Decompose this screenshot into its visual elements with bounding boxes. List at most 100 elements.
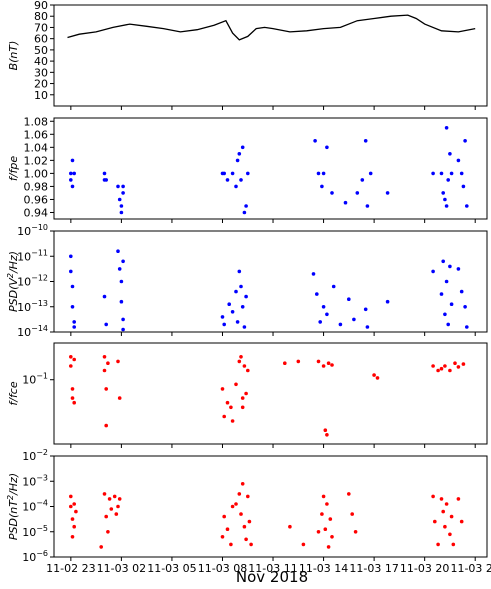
panel-5-point-24 <box>239 512 243 516</box>
panel-2-point-32 <box>343 200 348 205</box>
panel-3-ytick-label-3: 10−11 <box>17 248 48 263</box>
panel-5-point-53 <box>451 542 456 547</box>
panel-2-point-39 <box>431 171 435 176</box>
panel-5-point-47 <box>439 497 444 501</box>
panel-2-point-29 <box>321 171 326 176</box>
panel-3-point-47 <box>459 289 464 294</box>
panel-3-point-15 <box>220 315 225 319</box>
panel-5-point-11 <box>107 497 112 501</box>
panel-4-point-7 <box>102 368 107 373</box>
panel-5-point-40 <box>330 535 334 539</box>
panel-5-point-12 <box>109 507 114 511</box>
panel-3-point-11 <box>119 299 124 304</box>
panel-5-point-13 <box>112 494 117 499</box>
panel-2-ytick-label-4: 1.02 <box>24 154 49 167</box>
panel-3-point-30 <box>325 312 329 317</box>
panel-3-point-34 <box>352 317 356 322</box>
panel-2-point-22 <box>240 145 245 150</box>
panel-4-point-35 <box>375 376 380 380</box>
panel-3-point-19 <box>234 289 238 294</box>
panel-4-point-8 <box>104 387 108 391</box>
x-tick-label-7: 11-03 20 <box>400 562 449 575</box>
panel-4-point-42 <box>456 365 461 369</box>
panel-3-point-29 <box>321 305 326 309</box>
panel-5-ytick-label-4: 10−2 <box>22 448 48 463</box>
panel-4-point-10 <box>106 361 110 366</box>
panel-3-point-38 <box>431 269 435 274</box>
panel-2-ylabel: f/fpe <box>7 156 20 181</box>
panel-3-point-35 <box>363 307 368 312</box>
panel-3-point-2 <box>70 284 75 289</box>
panel-2-point-24 <box>244 204 248 208</box>
panel-5-point-52 <box>449 514 454 519</box>
panel-2-point-51 <box>463 139 467 143</box>
panel-3-point-4 <box>72 320 76 324</box>
panel-2-point-19 <box>235 158 240 163</box>
panel-3-point-0 <box>69 254 73 259</box>
panel-2-ytick-label-6: 1.06 <box>24 128 49 141</box>
panel-4-point-14 <box>222 414 226 419</box>
panel-4-point-26 <box>283 361 287 366</box>
panel-3-point-26 <box>311 272 316 276</box>
panel-2-point-38 <box>385 191 390 195</box>
panel-5-point-50 <box>444 502 449 506</box>
x-axis: 11-02 23 11-03 02 11-03 05 11-03 08 11-03 11… <box>46 562 491 575</box>
panel-3: 10−14 10−13 10−12 10−11 10−10 PSD(V2/Hz) <box>6 223 488 339</box>
panel-4-point-6 <box>102 355 107 359</box>
panel-1-ytick-label-2: 30 <box>34 66 48 79</box>
panel-2-point-45 <box>446 178 451 182</box>
panel-4-point-13 <box>220 387 225 391</box>
panel-2-point-25 <box>246 171 250 176</box>
panel-3-point-46 <box>456 267 461 271</box>
panel-3-frame <box>53 230 488 333</box>
panel-2-point-27 <box>316 171 321 176</box>
panel-4-point-11 <box>116 359 120 364</box>
panel-1-ytick-label-1: 20 <box>34 78 48 91</box>
series-line-b-field <box>67 14 476 41</box>
panel-4-point-16 <box>229 405 233 410</box>
panel-4-point-0 <box>69 355 73 359</box>
panel-2-point-37 <box>368 171 373 176</box>
panel-5-point-28 <box>246 494 250 499</box>
panel-4-point-5 <box>72 357 76 362</box>
panel-4-point-3 <box>70 396 75 400</box>
panel-4-point-15 <box>225 400 230 405</box>
panel-2-ytick-label-2: 0.98 <box>24 180 49 193</box>
panel-2-point-0 <box>69 171 73 176</box>
panel-4-point-4 <box>72 400 76 405</box>
panel-5-point-49 <box>443 524 447 529</box>
panel-2-point-13 <box>121 191 125 195</box>
panel-4-point-43 <box>461 362 466 366</box>
x-tick-label-3: 11-03 08 <box>198 562 247 575</box>
panel-5-point-27 <box>244 537 248 542</box>
panel-2-point-46 <box>448 152 452 156</box>
panel-2-point-49 <box>459 171 464 176</box>
panel-2-point-36 <box>365 204 370 208</box>
panel-2-point-40 <box>439 171 444 176</box>
panel-5-point-43 <box>353 530 358 534</box>
panel-2-point-21 <box>239 178 243 182</box>
panel-5-point-4 <box>72 502 76 506</box>
panel-4-point-2 <box>70 387 75 391</box>
panel-5-point-29 <box>247 519 252 524</box>
panel-3-point-41 <box>443 312 447 317</box>
panel-5-point-1 <box>69 504 73 509</box>
panel-3-point-32 <box>338 322 343 327</box>
panel-3-point-39 <box>439 292 444 296</box>
panel-4-point-33 <box>330 363 334 367</box>
panel-5-point-36 <box>323 527 328 531</box>
panel-4-point-20 <box>239 355 243 359</box>
panel-2-ytick-label-5: 1.04 <box>24 141 49 154</box>
panel-3-point-37 <box>385 299 390 304</box>
panel-4-point-23 <box>242 364 247 368</box>
panel-2-point-28 <box>320 184 324 189</box>
panel-4-point-24 <box>244 391 248 396</box>
panel-3-ytick-label-0: 10−14 <box>17 324 48 339</box>
panel-1-ytick-label-4: 50 <box>34 44 48 57</box>
panel-5-point-17 <box>220 535 225 539</box>
panel-5-point-8 <box>102 492 107 496</box>
panel-5-point-23 <box>237 492 242 496</box>
panel-2-point-17 <box>230 171 235 176</box>
